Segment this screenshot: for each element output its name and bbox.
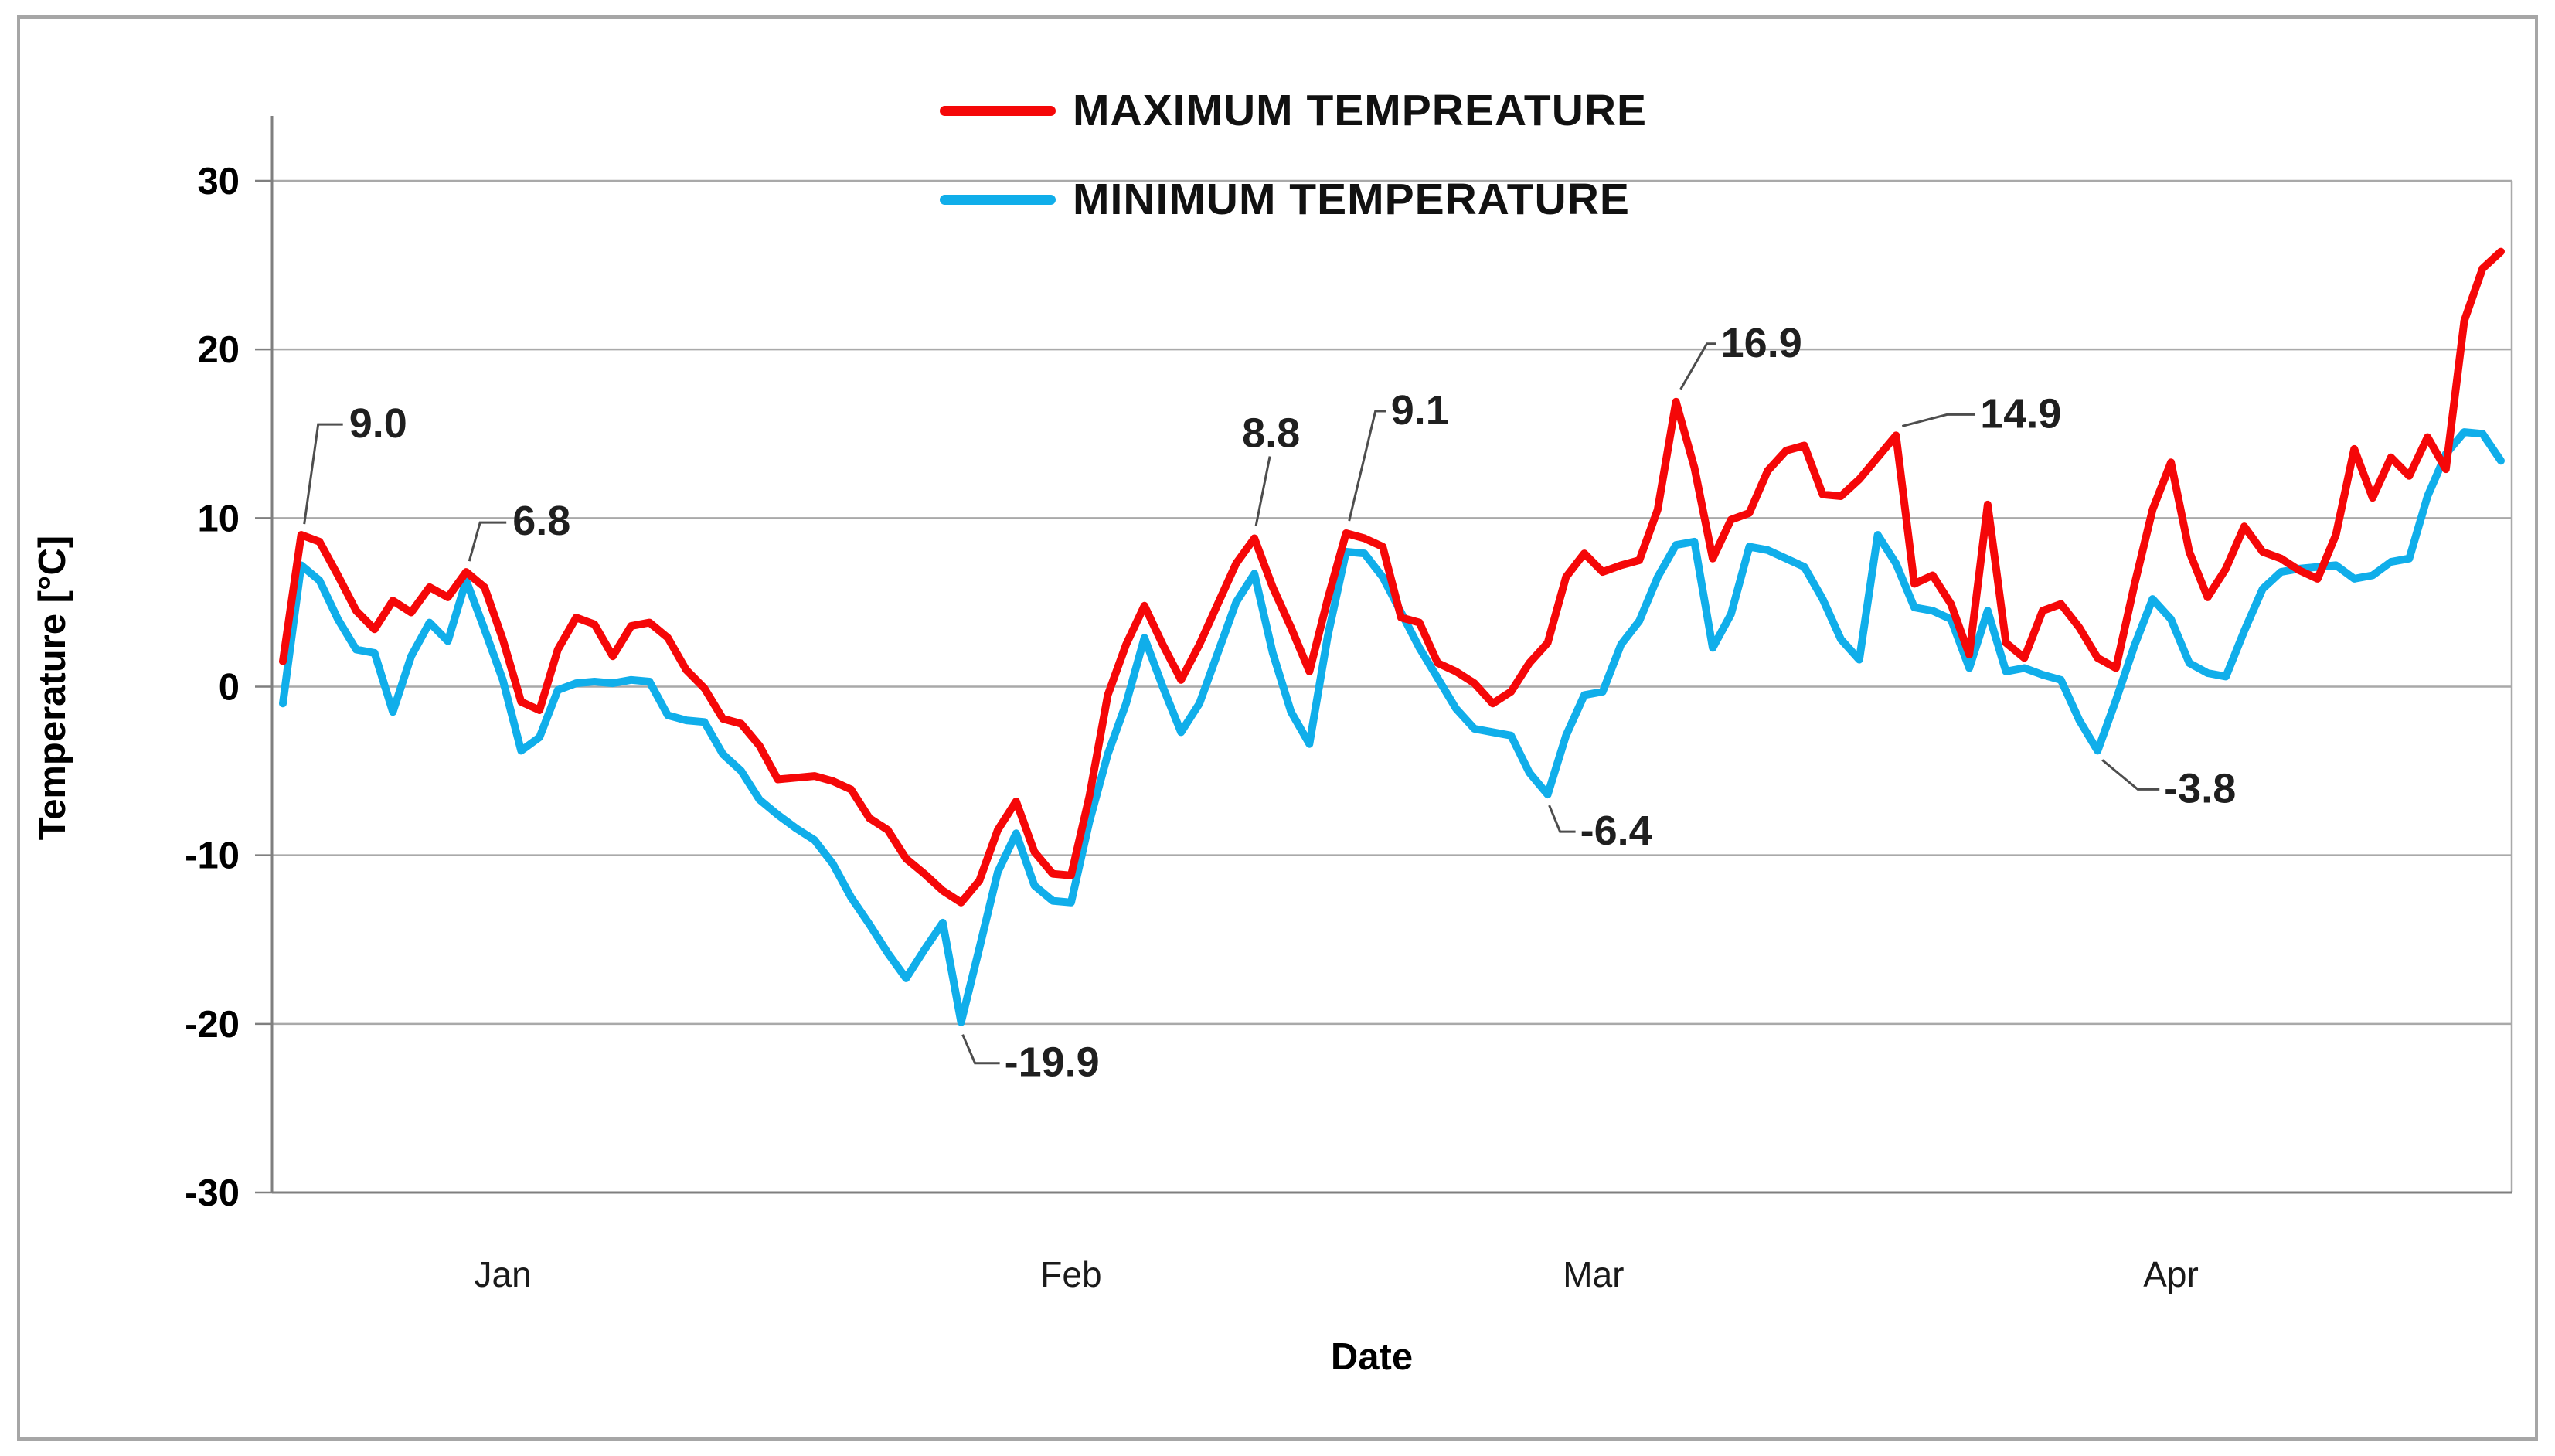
annotation-leader	[1548, 805, 1576, 833]
annotation-leader	[468, 521, 507, 562]
figure-border	[17, 15, 2538, 1441]
annotation-leader	[1348, 410, 1386, 522]
legend-item-max: MAXIMUM TEMPREATURE	[940, 73, 1647, 148]
x-tick-label-apr: Apr	[2143, 1254, 2199, 1294]
legend-label-max: MAXIMUM TEMPREATURE	[1073, 86, 1648, 135]
y-tick-label: -10	[185, 835, 240, 877]
y-tick-label: -20	[185, 1004, 240, 1046]
y-tick-label: 0	[219, 667, 240, 709]
annotation-leader	[2101, 759, 2160, 791]
y-tick-label: 20	[197, 329, 240, 371]
annotation-leader	[1254, 456, 1271, 526]
annotation-leader	[1901, 413, 1975, 427]
min-temperature-line	[279, 428, 2505, 1026]
x-tick-label-jan: Jan	[475, 1254, 532, 1294]
y-tick-label: 30	[197, 161, 240, 202]
annotation-label: 6.8	[512, 498, 570, 544]
annotation-leader	[303, 423, 343, 525]
y-tick-label: -30	[185, 1172, 240, 1214]
legend: MAXIMUM TEMPREATURE MINIMUM TEMPERATURE	[940, 73, 1647, 251]
max-temperature-line	[279, 247, 2505, 907]
x-tick-label-mar: Mar	[1563, 1254, 1624, 1294]
x-tick-label-feb: Feb	[1040, 1254, 1101, 1294]
annotation-leader	[961, 1034, 1000, 1065]
annotation-label: -6.4	[1580, 808, 1652, 854]
annotation-label: -19.9	[1005, 1039, 1100, 1086]
max-series-line-icon	[940, 105, 1056, 116]
x-axis-title: Date	[1330, 1336, 1414, 1378]
legend-label-min: MINIMUM TEMPERATURE	[1073, 175, 1630, 224]
y-axis-title: Temperature [°C]	[32, 535, 73, 841]
annotation-label: 16.9	[1721, 320, 1802, 366]
annotation-label: 9.0	[349, 400, 407, 447]
annotation-label: 14.9	[1980, 390, 2061, 437]
legend-item-min: MINIMUM TEMPERATURE	[940, 162, 1647, 236]
annotation-label: -3.8	[2164, 765, 2236, 811]
annotation-label: 9.1	[1391, 387, 1449, 434]
min-series-line-icon	[940, 194, 1056, 205]
annotation-leader	[1679, 342, 1716, 390]
annotation-label: 8.8	[1242, 410, 1300, 457]
y-tick-label: 10	[197, 498, 240, 539]
